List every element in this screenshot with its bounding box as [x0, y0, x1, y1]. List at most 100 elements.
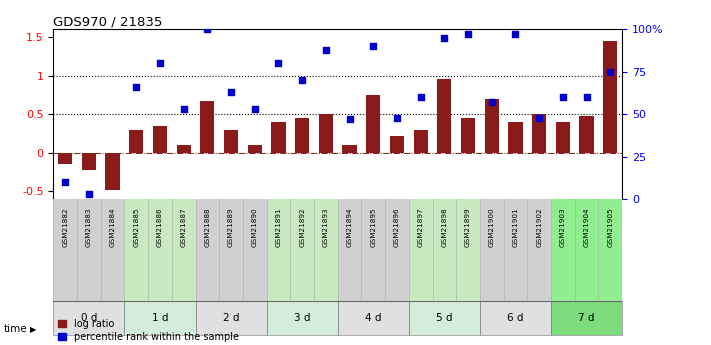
Text: GSM21887: GSM21887: [181, 207, 187, 247]
Bar: [82, 153, 96, 170]
Bar: [101, 199, 124, 301]
Bar: [267, 199, 290, 301]
Point: [249, 106, 260, 112]
Bar: [196, 301, 267, 335]
Bar: [532, 114, 546, 153]
Text: GSM21898: GSM21898: [442, 207, 447, 247]
Bar: [409, 301, 480, 335]
Text: GSM21882: GSM21882: [62, 207, 68, 247]
Bar: [508, 122, 523, 153]
Bar: [129, 130, 144, 153]
Bar: [58, 153, 73, 164]
Point: [60, 179, 71, 185]
Point: [320, 47, 331, 52]
Text: GDS970 / 21835: GDS970 / 21835: [53, 15, 163, 28]
Bar: [172, 199, 196, 301]
Point: [154, 60, 166, 66]
Point: [391, 115, 402, 120]
Point: [178, 106, 189, 112]
Text: GSM21895: GSM21895: [370, 207, 376, 247]
Text: GSM21892: GSM21892: [299, 207, 305, 247]
Text: 1 d: 1 d: [151, 313, 169, 323]
Bar: [290, 199, 314, 301]
Bar: [176, 145, 191, 153]
Text: 4 d: 4 d: [365, 313, 382, 323]
Bar: [53, 301, 124, 335]
Bar: [247, 145, 262, 153]
Bar: [361, 199, 385, 301]
Bar: [409, 301, 480, 335]
Bar: [390, 136, 404, 153]
Point: [462, 32, 474, 37]
Text: GSM21894: GSM21894: [346, 207, 353, 247]
Bar: [366, 95, 380, 153]
Point: [415, 95, 427, 100]
Point: [439, 35, 450, 41]
Bar: [551, 301, 622, 335]
Text: GSM21885: GSM21885: [133, 207, 139, 247]
Bar: [124, 301, 196, 335]
Bar: [480, 199, 503, 301]
Bar: [338, 301, 409, 335]
Bar: [77, 199, 101, 301]
Bar: [196, 199, 219, 301]
Point: [581, 95, 592, 100]
Bar: [574, 199, 599, 301]
Text: 5 d: 5 d: [436, 313, 453, 323]
Bar: [53, 301, 124, 335]
Point: [368, 43, 379, 49]
Text: GSM21896: GSM21896: [394, 207, 400, 247]
Bar: [456, 199, 480, 301]
Bar: [480, 301, 551, 335]
Bar: [343, 145, 357, 153]
Text: 7 d: 7 d: [578, 313, 595, 323]
Bar: [295, 118, 309, 153]
Bar: [267, 301, 338, 335]
Bar: [409, 199, 432, 301]
Legend: log ratio, percentile rank within the sample: log ratio, percentile rank within the sa…: [58, 319, 239, 342]
Bar: [551, 199, 574, 301]
Text: GSM21888: GSM21888: [204, 207, 210, 247]
Point: [510, 32, 521, 37]
Text: 3 d: 3 d: [294, 313, 311, 323]
Text: GSM21886: GSM21886: [157, 207, 163, 247]
Bar: [219, 199, 243, 301]
Text: ▶: ▶: [30, 325, 36, 334]
Bar: [224, 130, 238, 153]
Bar: [437, 79, 451, 153]
Bar: [314, 199, 338, 301]
Point: [131, 84, 142, 90]
Point: [604, 69, 616, 75]
Point: [533, 115, 545, 120]
Bar: [338, 199, 361, 301]
Bar: [480, 301, 551, 335]
Bar: [319, 114, 333, 153]
Text: GSM21900: GSM21900: [488, 207, 495, 247]
Bar: [201, 101, 215, 153]
Bar: [385, 199, 409, 301]
Point: [202, 27, 213, 32]
Text: GSM21897: GSM21897: [417, 207, 424, 247]
Point: [486, 99, 498, 105]
Text: GSM21899: GSM21899: [465, 207, 471, 247]
Text: GSM21890: GSM21890: [252, 207, 258, 247]
Bar: [153, 126, 167, 153]
Bar: [338, 301, 409, 335]
Bar: [148, 199, 172, 301]
Text: GSM21893: GSM21893: [323, 207, 329, 247]
Text: time: time: [4, 325, 27, 334]
Bar: [105, 153, 119, 190]
Bar: [414, 130, 428, 153]
Text: 0 d: 0 d: [80, 313, 97, 323]
Point: [225, 89, 237, 95]
Text: GSM21889: GSM21889: [228, 207, 234, 247]
Bar: [124, 301, 196, 335]
Bar: [579, 117, 594, 153]
Bar: [599, 199, 622, 301]
Point: [273, 60, 284, 66]
Point: [557, 95, 569, 100]
Point: [344, 117, 356, 122]
Bar: [485, 99, 499, 153]
Bar: [53, 199, 77, 301]
Bar: [551, 301, 622, 335]
